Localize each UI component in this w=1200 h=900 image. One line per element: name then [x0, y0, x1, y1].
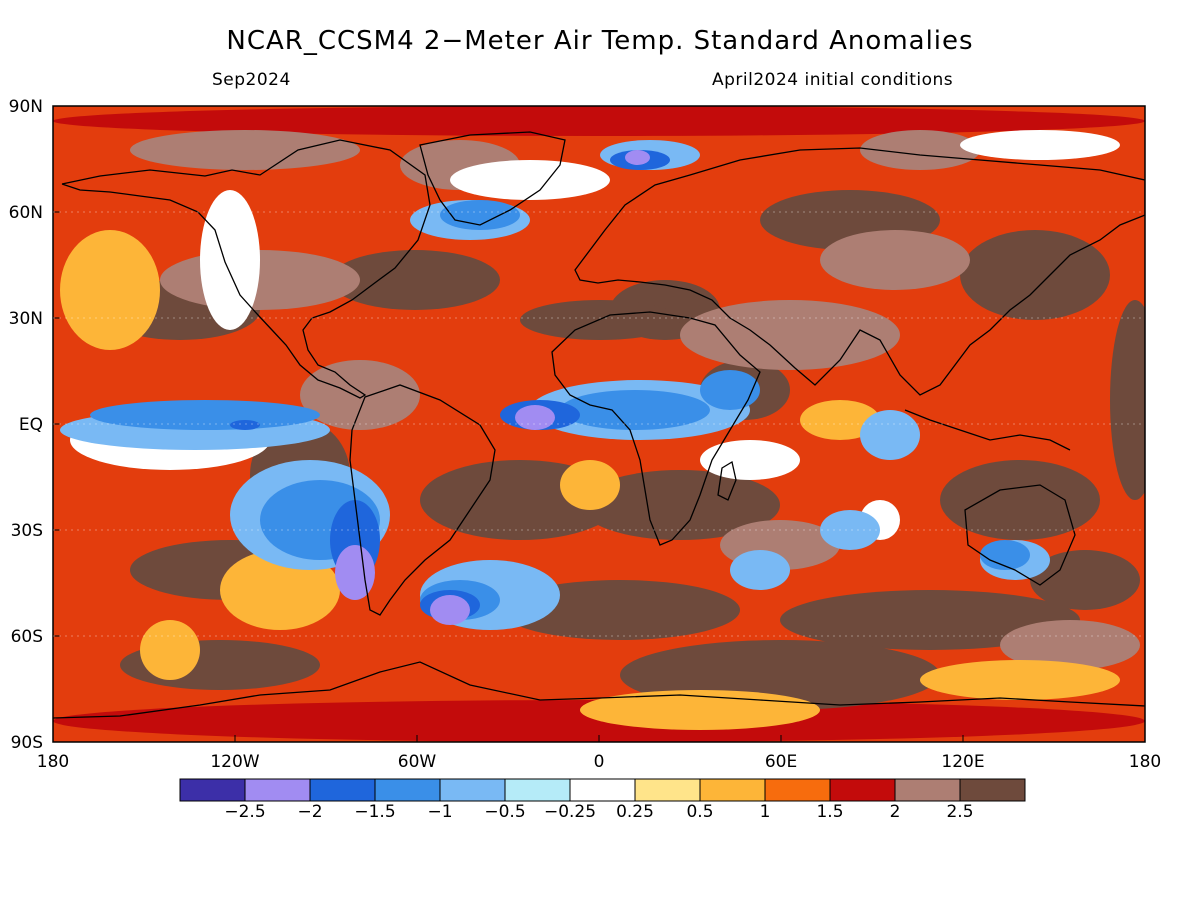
anomaly-patch — [960, 130, 1120, 160]
coast-greenland — [419, 131, 566, 226]
colorbar-level-label: 2.5 — [946, 802, 974, 822]
lat-label: 60S — [11, 627, 43, 647]
colorbar-swatch — [764, 778, 831, 802]
lon-label: 60W — [398, 752, 437, 772]
anomaly-patch — [515, 405, 555, 430]
anomaly-patch — [1110, 300, 1145, 500]
anomaly-patch — [200, 190, 260, 330]
coast-africa — [551, 311, 761, 546]
colorbar-level-label: −2 — [297, 802, 323, 822]
colorbar-swatch — [894, 778, 961, 802]
anomaly-patch — [90, 400, 320, 430]
anomaly-patch — [920, 660, 1120, 700]
anomaly-patch — [940, 460, 1100, 540]
anomaly-patch — [160, 250, 360, 310]
coast-madagascar — [717, 460, 737, 501]
anomaly-patch — [860, 410, 920, 460]
anomaly-patch — [960, 230, 1110, 320]
anomaly-field — [53, 106, 1145, 742]
colorbar-swatch — [179, 778, 246, 802]
initial-conditions: April2024 initial conditions — [712, 70, 954, 90]
lat-label: EQ — [19, 415, 43, 435]
anomaly-patch — [800, 400, 880, 440]
colorbar-level-label: −2.5 — [224, 802, 266, 822]
colorbar-level-label: −1 — [427, 802, 453, 822]
lon-label: 0 — [594, 752, 605, 772]
colorbar-level-label: 1.5 — [816, 802, 844, 822]
colorbar-swatch — [569, 778, 636, 802]
lon-label: 180 — [37, 752, 69, 772]
colorbar-swatch — [959, 778, 1026, 802]
lon-label: 120W — [210, 752, 259, 772]
anomaly-patch — [580, 470, 780, 540]
lon-label: 120E — [941, 752, 984, 772]
colorbar-level-label: −0.5 — [484, 802, 526, 822]
colorbar-swatch — [829, 778, 896, 802]
anomaly-patch — [625, 150, 650, 165]
anomaly-patch — [1030, 550, 1140, 610]
anomaly-patch — [700, 370, 760, 410]
anomaly-patch — [820, 510, 880, 550]
colorbar-swatch — [504, 778, 571, 802]
anomaly-patch — [330, 250, 500, 310]
coast-indonesia — [904, 409, 1071, 451]
forecast-month: Sep2024 — [212, 70, 291, 90]
coast-south-america — [349, 384, 496, 616]
colorbar-level-label: 1 — [759, 802, 771, 822]
colorbar-swatch — [634, 778, 701, 802]
lat-label: 90N — [9, 97, 43, 117]
colorbar-level-label: 2 — [889, 802, 901, 822]
anomaly-patch — [560, 390, 710, 430]
colorbar-level-label: −0.25 — [543, 802, 597, 822]
anomaly-patch — [53, 106, 1145, 136]
anomaly-patch — [780, 590, 1080, 650]
anomaly-patch — [980, 540, 1030, 570]
colorbar-swatch — [699, 778, 766, 802]
anomaly-patch — [430, 595, 470, 625]
coast-antarctica — [53, 661, 1145, 719]
anomaly-patch — [520, 300, 680, 340]
colorbar-level-label: 0.5 — [686, 802, 714, 822]
lat-label: 60N — [9, 203, 43, 223]
anomaly-patch — [230, 420, 260, 430]
lat-label: 90S — [11, 733, 43, 753]
anomaly-patch — [440, 200, 520, 230]
lon-label: 180 — [1129, 752, 1161, 772]
lat-label: 30S — [11, 521, 43, 541]
anomaly-patch — [60, 230, 160, 350]
anomaly-patch — [730, 550, 790, 590]
anomaly-patch — [560, 460, 620, 510]
coastlines — [53, 131, 1145, 719]
coast-australia — [964, 484, 1076, 586]
colorbar-swatch — [244, 778, 311, 802]
lat-label: 30N — [9, 309, 43, 329]
anomaly-patch — [820, 230, 970, 290]
anomaly-patch — [130, 130, 360, 170]
colorbar-swatch — [439, 778, 506, 802]
anomaly-patch — [700, 440, 800, 480]
anomaly-patch — [140, 620, 200, 680]
anomaly-patch — [680, 300, 900, 370]
colorbar-swatch — [374, 778, 441, 802]
anomaly-patch — [53, 700, 1145, 742]
anomaly-patch — [335, 545, 375, 600]
anomaly-patch — [860, 130, 980, 170]
colorbar-level-label: 0.25 — [616, 802, 654, 822]
anomaly-patch — [450, 160, 610, 200]
colorbar — [179, 778, 1026, 802]
colorbar-swatch — [309, 778, 376, 802]
colorbar-level-label: −1.5 — [354, 802, 396, 822]
map-title: NCAR_CCSM4 2−Meter Air Temp. Standard An… — [226, 26, 974, 56]
anomaly-patch — [300, 360, 420, 430]
anomaly-patch — [1000, 620, 1140, 670]
coast-eurasia — [574, 147, 1145, 396]
coast-north-america — [61, 139, 431, 399]
lon-label: 60E — [765, 752, 797, 772]
